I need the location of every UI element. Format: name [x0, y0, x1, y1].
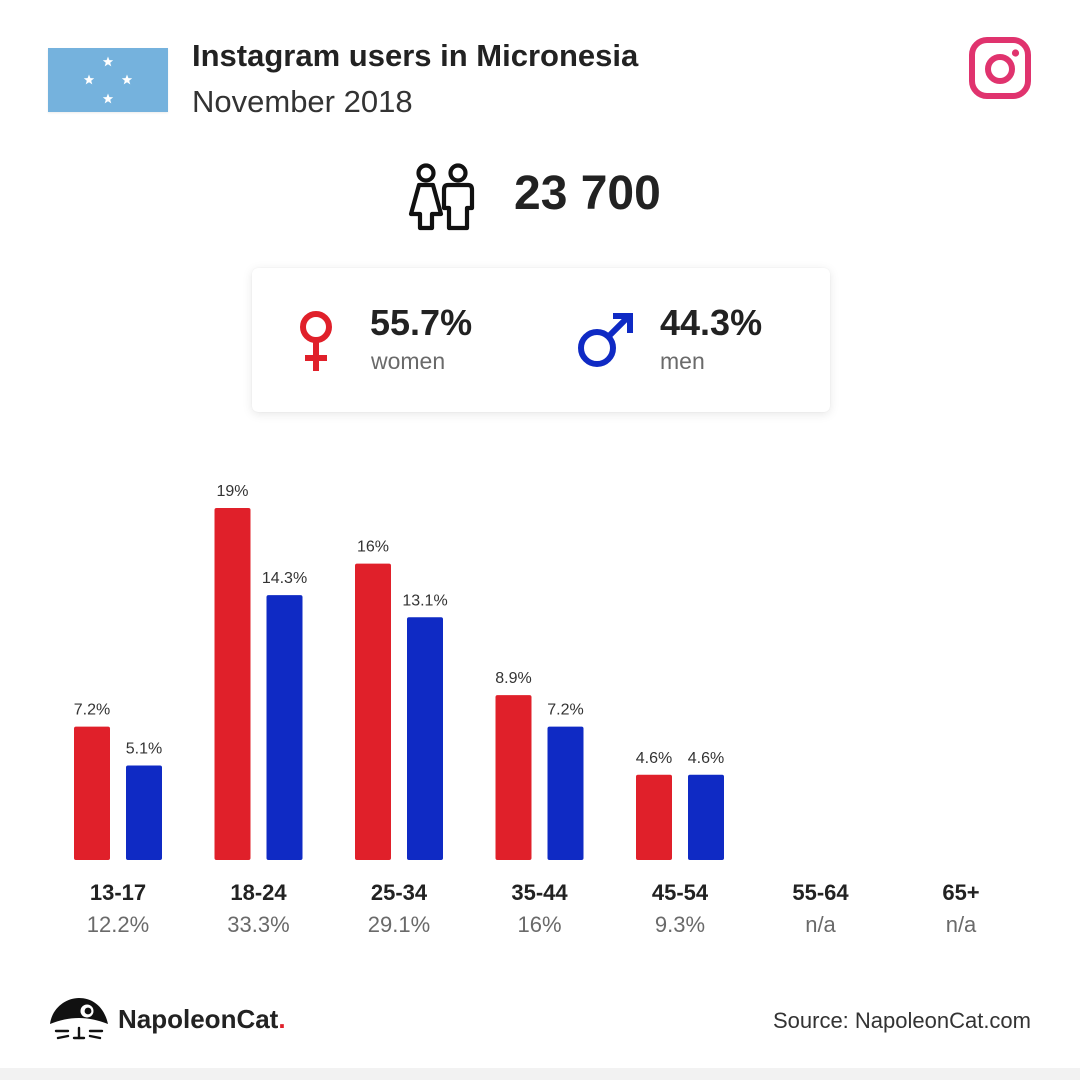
- men-label: men: [660, 348, 705, 374]
- bar-value-label: 4.6%: [688, 750, 724, 767]
- category-label: 25-34: [371, 880, 428, 905]
- page-title: Instagram users in Micronesia: [192, 38, 639, 73]
- bar-value-label: 7.2%: [74, 702, 110, 719]
- bar: [355, 563, 391, 860]
- category-label: 35-44: [511, 880, 568, 905]
- people-icon: [408, 163, 475, 231]
- page-subtitle: November 2018: [192, 84, 413, 119]
- bar: [495, 695, 532, 860]
- category-total-label: 29.1%: [368, 912, 430, 937]
- category-label: 65+: [942, 880, 979, 905]
- total-users: 23 700: [514, 167, 661, 220]
- category-label: 18-24: [230, 880, 287, 905]
- brand-dot: .: [278, 1004, 286, 1034]
- women-label: women: [371, 348, 446, 374]
- instagram-icon: [969, 37, 1031, 99]
- bottom-band: [0, 1068, 1080, 1080]
- bar: [407, 617, 443, 860]
- bar: [126, 765, 162, 860]
- brand-name: NapoleonCat.: [118, 1004, 286, 1035]
- bar: [214, 508, 251, 860]
- bar-value-label: 16%: [357, 539, 389, 556]
- bar-value-label: 13.1%: [402, 592, 447, 609]
- bar-value-label: 8.9%: [495, 670, 531, 687]
- bar: [547, 726, 584, 860]
- bar-value-label: 5.1%: [126, 741, 162, 758]
- bar-value-label: 14.3%: [262, 570, 307, 587]
- gender-split-card: 55.7% women 44.3% men: [252, 268, 830, 412]
- bar-value-label: 19%: [216, 483, 248, 500]
- men-percent: 44.3%: [660, 302, 763, 343]
- micronesia-flag-icon: [48, 48, 168, 112]
- male-symbol-icon: [578, 313, 633, 367]
- bar-value-label: 4.6%: [636, 750, 672, 767]
- bar: [688, 774, 724, 860]
- women-percent: 55.7%: [370, 302, 473, 343]
- bar: [74, 726, 110, 860]
- category-total-label: 33.3%: [227, 912, 289, 937]
- brand-name-text: NapoleonCat: [118, 1004, 279, 1034]
- bar: [636, 774, 672, 860]
- category-total-label: 9.3%: [655, 912, 705, 937]
- category-total-label: n/a: [805, 912, 836, 937]
- napoleoncat-logo-icon: [50, 998, 108, 1040]
- age-gender-bar-chart: 7.2% 5.1% 13-17 12.2% 19% 14.3% 18-24 33.3% 16% 1…: [74, 483, 980, 937]
- category-label: 45-54: [652, 880, 709, 905]
- category-label: 55-64: [792, 880, 849, 905]
- bar: [266, 595, 303, 860]
- bar-value-label: 7.2%: [547, 702, 583, 719]
- category-total-label: n/a: [946, 912, 977, 937]
- category-label: 13-17: [90, 880, 146, 905]
- source-credit: Source: NapoleonCat.com: [772, 1008, 1031, 1033]
- female-symbol-icon: [300, 311, 332, 371]
- category-total-label: 12.2%: [87, 912, 149, 937]
- category-total-label: 16%: [517, 912, 561, 937]
